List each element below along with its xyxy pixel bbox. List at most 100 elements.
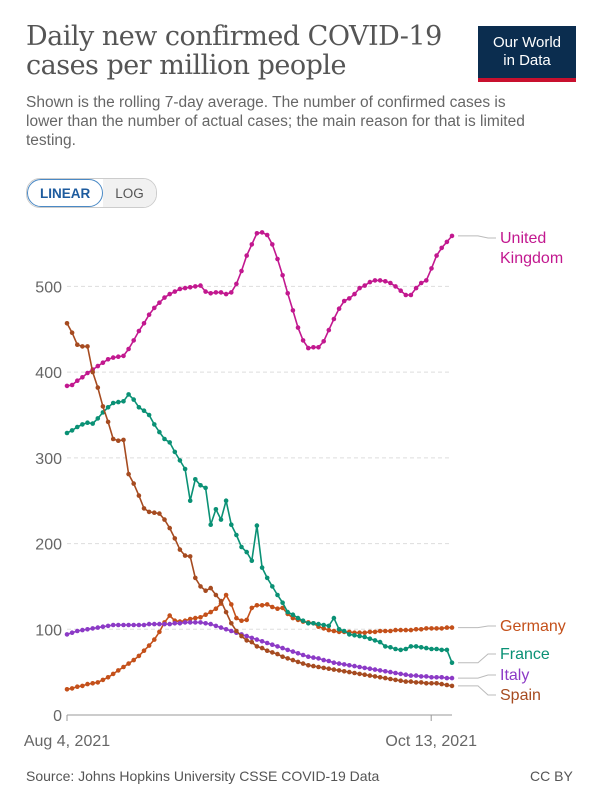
data-point	[331, 660, 337, 665]
license-link[interactable]: CC BY	[530, 768, 573, 784]
legend-label-france: France	[500, 646, 550, 663]
data-point	[249, 242, 255, 247]
data-point	[208, 291, 213, 296]
series-line-united-kingdom	[66, 231, 453, 387]
data-point	[254, 644, 260, 649]
data-point	[69, 428, 75, 433]
data-point	[187, 554, 193, 559]
data-point	[208, 585, 213, 591]
data-point	[121, 437, 126, 443]
data-point	[275, 592, 280, 598]
data-point	[377, 675, 383, 680]
data-point	[388, 669, 393, 675]
data-point	[306, 621, 311, 626]
data-point	[429, 626, 434, 631]
data-point	[347, 296, 352, 301]
data-point	[372, 629, 378, 635]
data-point	[85, 627, 90, 632]
y-tick-label-0: 0	[53, 708, 62, 725]
data-point	[152, 637, 157, 642]
data-point	[95, 416, 101, 421]
data-point	[357, 285, 362, 291]
data-point	[270, 584, 275, 589]
data-point	[126, 346, 131, 352]
data-point	[367, 673, 373, 678]
legend-label-italy: Italy	[500, 667, 529, 684]
data-point	[439, 647, 445, 653]
data-point	[131, 397, 136, 402]
data-point	[152, 510, 157, 515]
data-point	[254, 603, 260, 608]
data-point	[75, 342, 80, 348]
data-point	[429, 675, 434, 680]
data-point	[403, 672, 409, 677]
data-point	[105, 357, 111, 362]
data-point	[162, 517, 167, 522]
data-point	[347, 669, 352, 675]
legend-connector-italy	[458, 674, 496, 679]
data-point	[326, 327, 332, 333]
data-point	[234, 532, 239, 538]
data-point	[418, 645, 424, 650]
data-point	[362, 630, 368, 635]
data-point	[280, 654, 285, 659]
legend: United Kingdom Germany France Italy Spain	[458, 230, 566, 704]
data-point	[234, 281, 239, 287]
data-point	[80, 375, 85, 380]
data-point	[341, 298, 347, 304]
data-point	[167, 621, 172, 627]
series-united-kingdom	[64, 230, 455, 389]
x-tick-label-1: Oct 13, 2021	[385, 733, 477, 750]
data-point	[203, 485, 208, 491]
data-point	[316, 664, 321, 670]
data-point	[444, 675, 450, 681]
data-point	[275, 256, 280, 262]
data-point	[131, 338, 136, 343]
data-point	[270, 604, 275, 610]
data-point	[110, 622, 116, 628]
data-point	[177, 286, 183, 292]
data-point	[311, 655, 316, 660]
log-scale-button[interactable]: LOG	[103, 179, 156, 207]
linear-scale-button[interactable]: LINEAR	[27, 179, 104, 207]
data-point	[110, 436, 116, 442]
data-point	[403, 627, 409, 633]
data-point	[167, 440, 172, 445]
data-point	[95, 385, 101, 390]
data-point	[229, 628, 234, 634]
data-point	[444, 625, 450, 630]
scale-toggle[interactable]: LINEAR LOG	[26, 178, 157, 208]
source-note[interactable]: Source: Johns Hopkins University CSSE CO…	[26, 768, 380, 784]
data-point	[198, 483, 203, 488]
data-point	[146, 621, 152, 627]
data-point	[280, 605, 285, 611]
data-point	[383, 675, 388, 681]
data-point	[213, 507, 219, 512]
data-point	[408, 644, 414, 649]
data-point	[85, 681, 90, 687]
data-point	[321, 665, 327, 671]
data-point	[162, 621, 167, 627]
data-point	[383, 644, 388, 649]
data-point	[177, 547, 183, 552]
data-point	[398, 288, 404, 294]
data-point	[367, 629, 373, 635]
data-point	[352, 663, 357, 669]
data-point	[131, 657, 136, 663]
data-point	[326, 666, 332, 671]
owid-logo[interactable]: Our World in Data	[478, 26, 576, 82]
line-chart[interactable]: 0 100 200 300 400 500 Aug 4, 2021 Oct 13, 2021…	[0, 215, 598, 755]
data-point	[290, 615, 296, 621]
data-point	[131, 481, 136, 486]
data-point	[213, 606, 219, 611]
data-point	[259, 639, 265, 644]
data-point	[341, 669, 347, 674]
data-point	[208, 621, 213, 627]
data-point	[362, 634, 368, 640]
y-tick-label-100: 100	[35, 622, 62, 639]
data-point	[439, 681, 445, 687]
data-point	[75, 628, 80, 634]
data-point	[413, 285, 419, 291]
data-point	[403, 292, 409, 298]
data-point	[64, 430, 70, 436]
